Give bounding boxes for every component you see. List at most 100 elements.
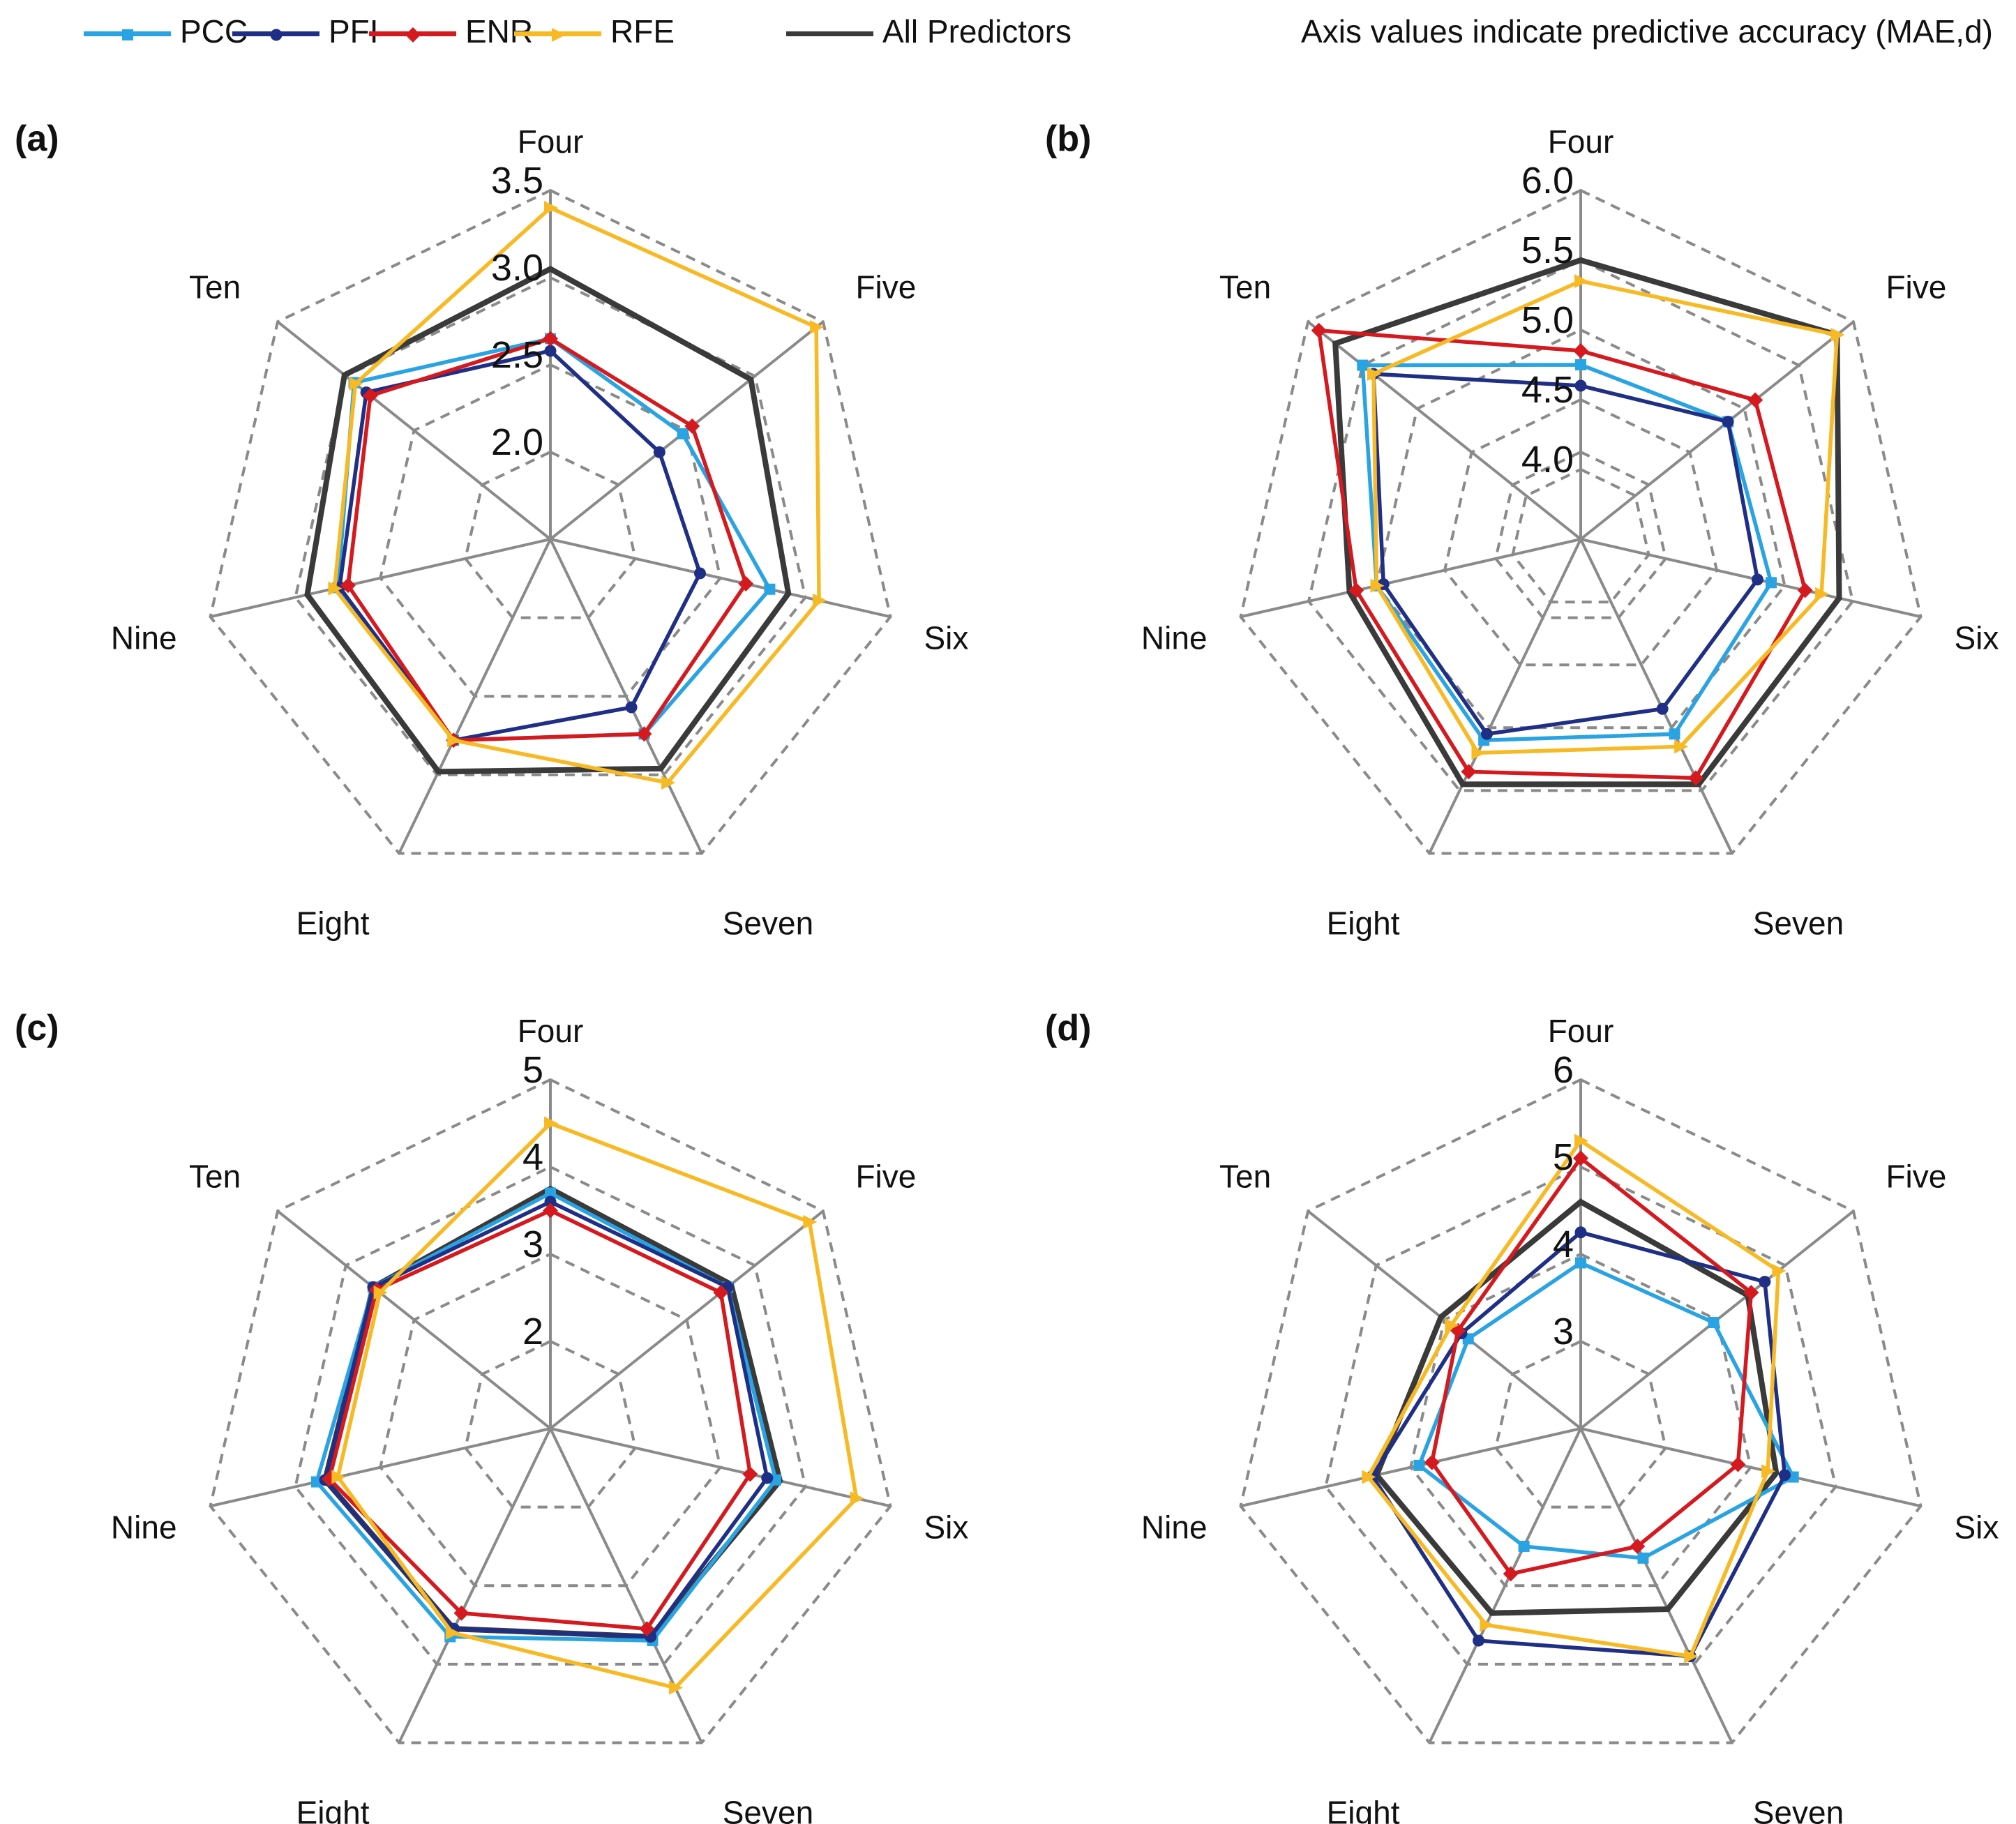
data-point-enr <box>639 1621 655 1637</box>
series-rfe-line <box>332 205 821 785</box>
tick-label: 3.5 <box>491 160 543 202</box>
data-point-pcc <box>1708 1317 1720 1329</box>
category-label-eight: Eight <box>1327 1794 1400 1824</box>
category-label-six: Six <box>1954 1509 1999 1545</box>
data-point-enr <box>1311 322 1327 338</box>
data-point-rfe <box>1772 1263 1786 1278</box>
data-point-enr <box>1687 770 1703 786</box>
axis-spoke <box>1307 1209 1582 1430</box>
category-label-nine: Nine <box>1141 619 1208 656</box>
axis-spoke <box>398 1428 552 1744</box>
series-enr-line <box>1316 328 1807 781</box>
data-point-rfe <box>373 1286 388 1300</box>
axis-spoke <box>1580 1427 1921 1508</box>
grid-ring <box>294 1165 807 1666</box>
series-pcc-line <box>1360 363 1773 743</box>
data-point-pfi <box>544 345 557 357</box>
tick-label: 4.5 <box>1521 369 1574 411</box>
data-point-enr <box>742 1466 758 1482</box>
data-point-pfi <box>1473 1634 1485 1647</box>
data-point-enr <box>1747 392 1763 408</box>
category-label-eight: Eight <box>296 1794 370 1824</box>
tick-label: 4 <box>522 1136 543 1178</box>
series-all-predictors-line <box>1332 257 1842 787</box>
data-point-enr <box>684 418 700 434</box>
grid-ring <box>463 450 638 619</box>
data-point-pfi <box>1480 728 1493 740</box>
series-enr-line <box>1429 1155 1754 1576</box>
circle-marker-icon <box>270 29 283 41</box>
data-point-rfe <box>544 201 558 215</box>
data-point-rfe <box>447 733 462 748</box>
diamond-marker-icon <box>405 27 421 43</box>
tick-label: 5 <box>522 1049 543 1091</box>
data-point-rfe <box>810 320 825 335</box>
category-label-six: Six <box>1954 619 1999 656</box>
series-pfi-line <box>1370 1230 1787 1659</box>
axis-spoke <box>276 320 552 541</box>
tick-label: 2 <box>522 1311 543 1352</box>
data-point-pcc <box>677 428 689 439</box>
series-pfi-line <box>337 348 702 743</box>
legend-label: RFE <box>610 13 675 50</box>
tick-label: 5.5 <box>1521 229 1574 271</box>
axis-spoke <box>210 538 551 619</box>
data-point-rfe <box>349 377 363 391</box>
data-point-enr <box>362 388 378 404</box>
grid-ring <box>379 1252 722 1588</box>
category-label-nine: Nine <box>1141 1509 1208 1545</box>
grid-ring <box>1239 188 1923 855</box>
tick-label: 2.5 <box>491 334 543 376</box>
data-point-enr <box>1461 764 1477 780</box>
square-marker-icon <box>122 29 133 40</box>
data-point-pcc <box>1575 359 1586 370</box>
category-label-six: Six <box>924 1509 968 1545</box>
grid-ring <box>1307 258 1855 792</box>
data-point-rfe <box>803 1214 818 1229</box>
grid-ring <box>379 363 722 698</box>
data-point-pcc <box>1637 1552 1649 1564</box>
data-point-enr <box>1730 1456 1746 1472</box>
axis-spoke <box>1240 1427 1581 1508</box>
legend: PCC PFI ENR RFE All Predictors <box>84 6 2016 61</box>
grid-ring <box>1239 1078 1923 1744</box>
data-point-enr <box>1503 1566 1519 1582</box>
legend-line <box>786 31 873 36</box>
category-label-ten: Ten <box>189 1158 241 1194</box>
grid-ring <box>1443 398 1719 667</box>
category-label-four: Four <box>1548 123 1614 160</box>
data-point-enr <box>1348 582 1364 598</box>
data-point-pfi <box>625 701 638 714</box>
tick-label: 3.0 <box>491 247 543 289</box>
data-point-rfe <box>1815 587 1830 601</box>
grid-ring <box>1511 467 1650 604</box>
axis-spoke <box>1428 1428 1582 1744</box>
data-point-enr <box>543 1203 558 1219</box>
data-point-rfe <box>331 1470 346 1484</box>
tick-label: 3 <box>522 1223 543 1265</box>
data-point-rfe <box>1761 1464 1776 1479</box>
data-point-rfe <box>1684 1649 1699 1664</box>
axis-note: Axis values indicate predictive accuracy… <box>1301 13 1993 50</box>
data-point-rfe <box>1674 739 1689 754</box>
category-label-five: Five <box>1886 1158 1946 1194</box>
data-point-pfi <box>1778 1469 1791 1482</box>
legend-label: All Predictors <box>882 13 1071 50</box>
grid-ring <box>1409 1252 1752 1588</box>
category-label-eight: Eight <box>296 905 370 941</box>
category-label-four: Four <box>1548 1013 1614 1049</box>
data-point-rfe <box>668 1680 683 1695</box>
data-point-rfe <box>661 776 676 790</box>
tick-label: 5.0 <box>1521 299 1574 341</box>
data-point-pfi <box>1722 416 1734 428</box>
category-label-seven: Seven <box>723 905 813 941</box>
category-label-four: Four <box>518 123 584 160</box>
grid-ring <box>1494 450 1668 619</box>
data-point-rfe <box>1445 1318 1459 1332</box>
data-point-pfi <box>761 1472 774 1484</box>
axis-spoke <box>1579 320 1855 541</box>
data-point-pfi <box>1759 1276 1771 1288</box>
